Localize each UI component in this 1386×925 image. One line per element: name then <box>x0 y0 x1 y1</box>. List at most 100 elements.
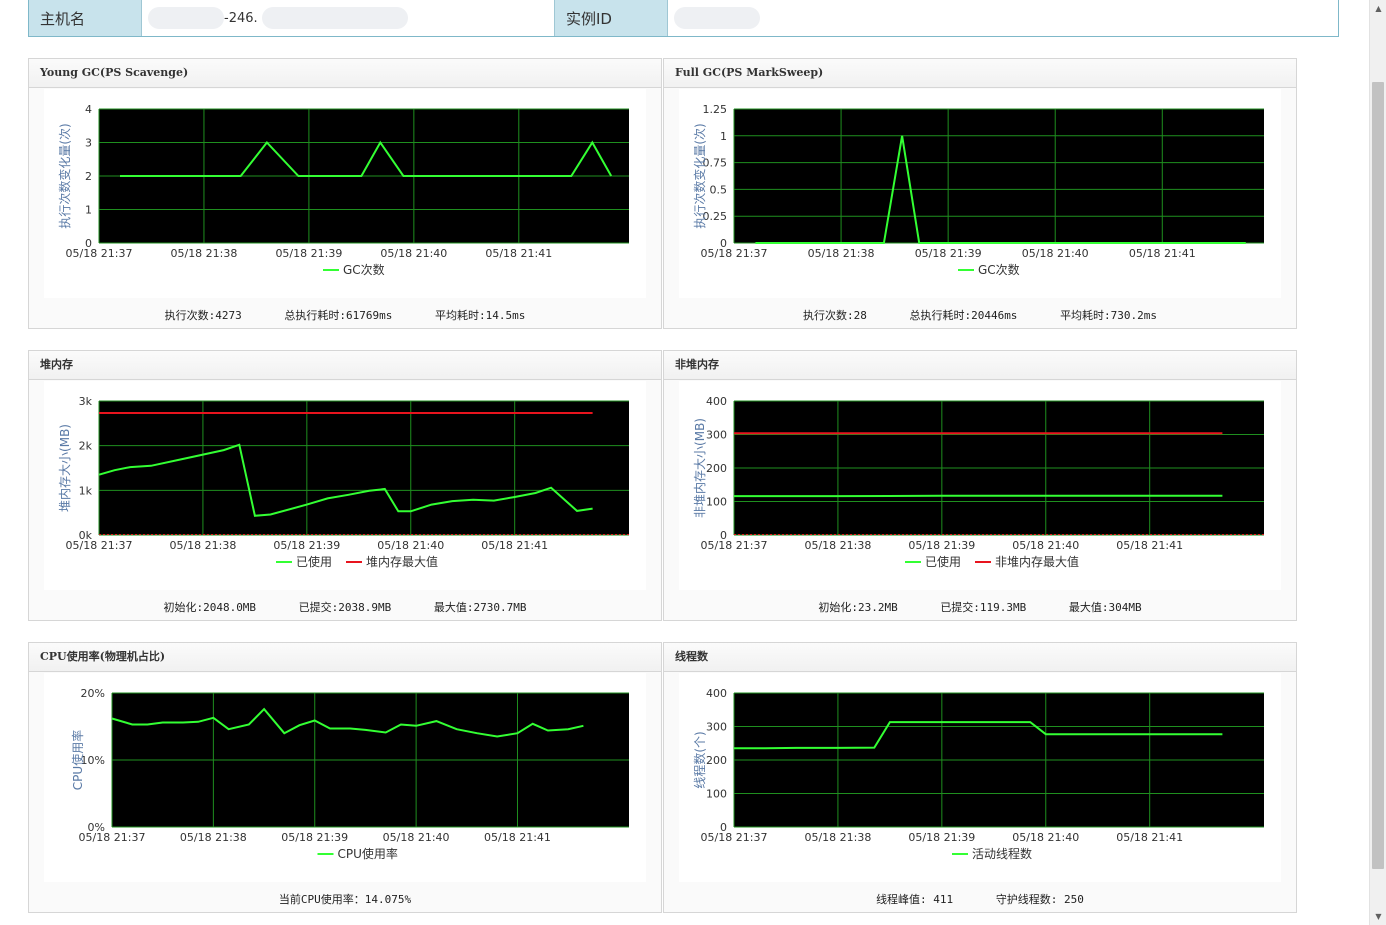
panel-stats: 执行次数:28 总执行耗时:20446ms 平均耗时:730.2ms <box>664 307 1296 323</box>
y-tick-label: 1 <box>85 204 92 217</box>
legend-label: CPU使用率 <box>338 846 398 861</box>
series-line <box>111 707 584 738</box>
redacted-host-blur-2 <box>261 7 408 29</box>
non-heap-max: 最大值:304MB <box>1068 601 1142 614</box>
scroll-down-icon[interactable]: ▼ <box>1375 912 1382 921</box>
x-tick-label: 05/18 21:37 <box>701 831 768 844</box>
x-tick-label: 05/18 21:38 <box>804 539 871 552</box>
gc-avg-time: 平均耗时:14.5ms <box>435 309 526 322</box>
x-tick-label: 05/18 21:41 <box>1129 247 1196 260</box>
series-line <box>734 721 1223 750</box>
x-tick-label: 05/18 21:38 <box>808 247 875 260</box>
heap-memory-chart-svg: 0k 1k 2k 3k 05/18 21:37 05/18 21:38 05/18 21:3… <box>58 395 629 569</box>
panel-non-heap-memory: 非堆内存 0 100 200 300 400 05/18 21:37 05/18 21:38… <box>663 350 1297 621</box>
gc-total-time: 总执行耗时:61769ms <box>284 309 393 322</box>
full-gc-chart-svg: 0 0.25 0.5 0.75 1 1.25 05/18 21:37 05/18 21:38 0… <box>692 103 1264 277</box>
gc-total-time: 总执行耗时:20446ms <box>909 309 1018 322</box>
host-info-table: 主机名 -246. 实例ID <box>28 0 1339 37</box>
series-line <box>755 135 1246 244</box>
x-tick-label: 05/18 21:38 <box>804 831 871 844</box>
non-heap-memory-chart-svg: 0 100 200 300 400 05/18 21:37 05/18 21:38 05/18… <box>693 395 1264 569</box>
gc-avg-time: 平均耗时:730.2ms <box>1060 309 1158 322</box>
x-tick-label: 05/18 21:37 <box>79 831 146 844</box>
gc-exec-count: 执行次数:28 <box>802 309 867 322</box>
x-tick-label: 05/18 21:39 <box>275 247 342 260</box>
cpu-usage-chart-svg: 0% 10% 20% 05/18 21:37 05/18 21:38 05/18 21:3… <box>70 687 629 861</box>
y-tick-label: 20% <box>81 687 105 700</box>
redacted-instance-blur <box>674 7 760 29</box>
instance-id-value <box>668 0 1338 36</box>
instance-id-label: 实例ID <box>555 0 668 36</box>
heap-memory-chart: 0k 1k 2k 3k 05/18 21:37 05/18 21:38 05/18 21:3… <box>44 381 646 590</box>
non-heap-init: 初始化:23.2MB <box>818 601 898 614</box>
panel-stats: 初始化:23.2MB 已提交:119.3MB 最大值:304MB <box>664 599 1296 615</box>
y-tick-label: 0% <box>88 821 105 834</box>
heap-init: 初始化:2048.0MB <box>163 601 257 614</box>
plot-area <box>99 401 629 535</box>
vertical-scrollbar[interactable]: ▲ ▼ <box>1369 0 1386 925</box>
y-tick-label: 400 <box>706 687 727 700</box>
x-tick-label: 05/18 21:41 <box>1116 831 1183 844</box>
x-tick-label: 05/18 21:40 <box>377 539 444 552</box>
host-name-value: -246. <box>142 0 555 36</box>
x-tick-label: 05/18 21:39 <box>908 539 975 552</box>
thread-peak: 线程峰值: 411 <box>876 893 954 906</box>
panel-stats: 初始化:2048.0MB 已提交:2038.9MB 最大值:2730.7MB <box>29 599 661 615</box>
y-tick-label: 0.5 <box>710 183 728 196</box>
x-tick-label: 05/18 21:37 <box>66 539 133 552</box>
y-tick-label: 2 <box>85 170 92 183</box>
panel-cpu-usage: CPU使用率(物理机占比) 0% 10% 20% 05/18 21:37 05/18 2… <box>28 642 662 913</box>
legend-label: 已使用 <box>296 554 332 569</box>
y-tick-label: 0k <box>79 529 93 542</box>
scroll-up-icon[interactable]: ▲ <box>1375 4 1382 13</box>
x-tick-label: 05/18 21:37 <box>66 247 133 260</box>
x-tick-label: 05/18 21:41 <box>485 247 552 260</box>
x-tick-label: 05/18 21:41 <box>484 831 551 844</box>
x-tick-label: 05/18 21:39 <box>281 831 348 844</box>
young-gc-chart-svg: 0 1 2 3 4 05/18 21:37 05/18 21:38 05/18 21:39 05… <box>57 103 629 277</box>
redacted-host-blur <box>148 7 224 29</box>
gc-exec-count: 执行次数:4273 <box>164 309 242 322</box>
y-tick-label: 0.75 <box>703 157 728 170</box>
x-tick-label: 05/18 21:39 <box>908 831 975 844</box>
y-tick-label: 100 <box>706 788 727 801</box>
y-tick-label: 200 <box>706 754 727 767</box>
y-tick-label: 0.25 <box>703 210 728 223</box>
x-tick-label: 05/18 21:40 <box>380 247 447 260</box>
panel-stats: 线程峰值: 411 守护线程数: 250 <box>664 891 1296 907</box>
x-tick-label: 05/18 21:39 <box>273 539 340 552</box>
x-tick-label: 05/18 21:40 <box>1012 539 1079 552</box>
thread-count-chart: 0 100 200 300 400 05/18 21:37 05/18 21:38 05/18… <box>679 673 1281 882</box>
scrollbar-thumb[interactable] <box>1372 82 1384 869</box>
x-tick-label: 05/18 21:41 <box>481 539 548 552</box>
young-gc-chart: 0 1 2 3 4 05/18 21:37 05/18 21:38 05/18 21:39 05… <box>44 89 646 298</box>
host-name-label: 主机名 <box>29 0 142 36</box>
y-tick-label: 0 <box>720 237 727 250</box>
y-tick-label: 2k <box>79 440 93 453</box>
x-tick-label: 05/18 21:39 <box>915 247 982 260</box>
x-tick-label: 05/18 21:41 <box>1116 539 1183 552</box>
legend-label: 堆内存最大值 <box>366 554 438 569</box>
x-tick-label: 05/18 21:40 <box>383 831 450 844</box>
heap-max: 最大值:2730.7MB <box>433 601 527 614</box>
thread-count-chart-svg: 0 100 200 300 400 05/18 21:37 05/18 21:38 05/18… <box>692 687 1264 861</box>
legend-label: GC次数 <box>343 262 385 277</box>
panel-title: 非堆内存 <box>664 351 1296 380</box>
cpu-current: 当前CPU使用率：14.075% <box>278 893 412 906</box>
panel-title: 堆内存 <box>29 351 661 380</box>
x-tick-label: 05/18 21:37 <box>701 539 768 552</box>
daemon-thread-count: 守护线程数: 250 <box>995 893 1084 906</box>
panel-title: Full GC(PS MarkSweep) <box>664 59 1296 88</box>
panel-stats: 执行次数:4273 总执行耗时:61769ms 平均耗时:14.5ms <box>29 307 661 323</box>
non-heap-memory-chart: 0 100 200 300 400 05/18 21:37 05/18 21:38 05/18… <box>679 381 1281 590</box>
panel-title: CPU使用率(物理机占比) <box>29 643 661 672</box>
host-name-text: -246. <box>224 10 258 26</box>
panel-thread-count: 线程数 0 100 200 300 400 05/18 21:37 05/18 21:38 0… <box>663 642 1297 913</box>
y-tick-label: 3 <box>85 137 92 150</box>
y-axis-label: 堆内存大小(MB) <box>58 424 72 512</box>
x-tick-label: 05/18 21:40 <box>1022 247 1089 260</box>
y-tick-label: 400 <box>706 395 727 408</box>
x-tick-label: 05/18 21:38 <box>180 831 247 844</box>
y-axis-label: 线程数(个) <box>692 731 707 788</box>
y-tick-label: 1 <box>720 130 727 143</box>
